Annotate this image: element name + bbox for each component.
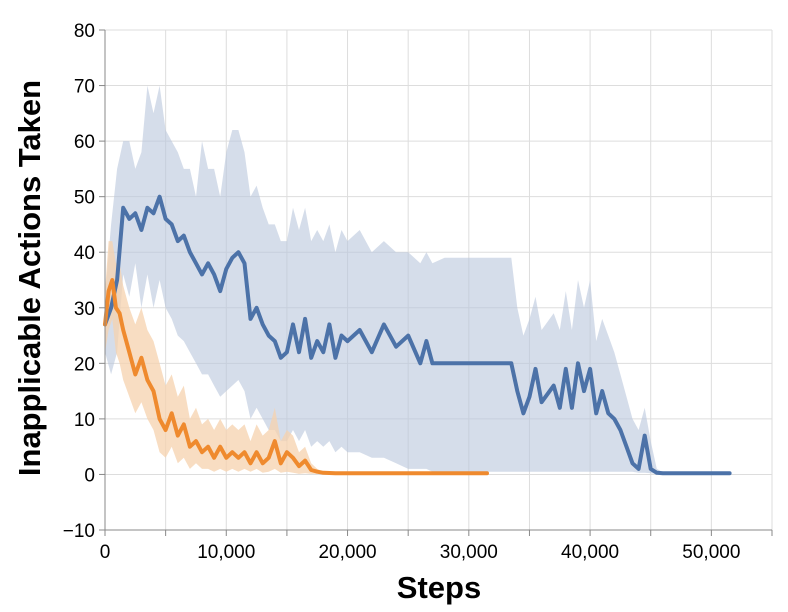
x-axis-title: Steps <box>397 570 481 605</box>
series-line-1 <box>103 278 489 476</box>
y-tick-label: 60 <box>74 132 95 153</box>
x-tick-label: 40,000 <box>561 542 619 563</box>
y-tick-label: 10 <box>74 410 95 431</box>
y-tick-label: 0 <box>84 465 95 486</box>
x-tick-label: 10,000 <box>197 542 255 563</box>
series-lines <box>103 194 732 476</box>
series-line-0 <box>103 194 732 476</box>
y-axis-title: Inapplicable Actions Taken <box>12 80 47 476</box>
x-tick-label: 30,000 <box>440 542 498 563</box>
y-tick-label: 30 <box>74 299 95 320</box>
y-tick-label: 50 <box>74 188 95 209</box>
x-tick-label: 20,000 <box>318 542 376 563</box>
confidence-bands <box>105 85 730 474</box>
y-tick-label: 40 <box>74 243 95 264</box>
series-band-0 <box>105 85 730 474</box>
y-tick-label: 70 <box>74 77 95 98</box>
y-tick-label: 80 <box>74 21 95 42</box>
x-tick-label: 50,000 <box>682 542 740 563</box>
y-tick-label: 20 <box>74 354 95 375</box>
axes <box>99 29 773 536</box>
x-tick-label: 0 <box>100 542 111 563</box>
y-tick-label: −10 <box>63 521 95 542</box>
